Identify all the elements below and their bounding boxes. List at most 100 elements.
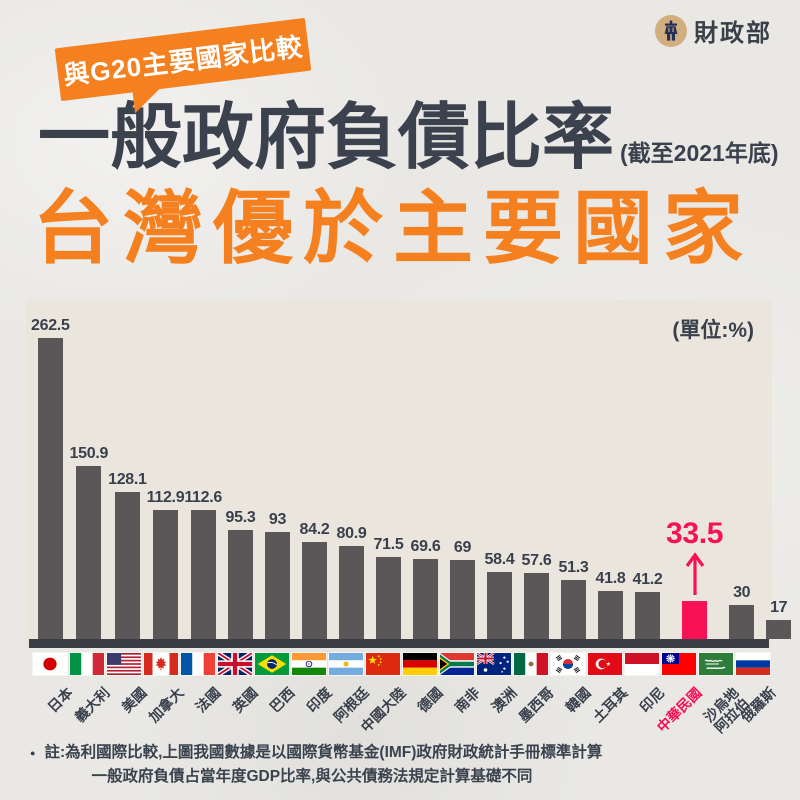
bar-group: 71.5	[370, 536, 407, 639]
bar-value-label: 57.6	[521, 552, 552, 569]
canada-flag-icon	[142, 652, 179, 676]
country-column: 印尼	[623, 652, 668, 762]
bar-value-label: 58.4	[484, 551, 515, 568]
country-column: 韓國	[549, 652, 594, 762]
bar-value-label: 17	[770, 599, 788, 616]
footnote-line2: 一般政府負債占當年度GDP比率,與公共債務法規定計算基礎不同	[91, 768, 533, 786]
country-column: 沙烏地 阿拉伯	[697, 652, 752, 762]
bar-value-label: 41.2	[632, 571, 663, 588]
bar-value-label: 93	[268, 511, 287, 528]
bar-value-label: 84.2	[299, 521, 330, 538]
countries-row: 日本 義大利 美國 加拿大 法國 英國 巴西 印度 阿根廷 中國大陸 德國 南非 澳洲 墨西哥 韓國 土耳其印…	[26, 651, 779, 762]
taiwan-bar	[682, 601, 708, 639]
bar-group: 51.3	[555, 559, 592, 639]
mexico-flag-icon	[512, 652, 549, 676]
bar	[37, 338, 63, 639]
org-name: 財政部	[694, 20, 772, 47]
russia-flag-icon	[734, 652, 771, 676]
bar	[338, 546, 364, 639]
country-column: 德國	[401, 652, 446, 762]
title-text: 一般政府負債比率	[38, 98, 615, 178]
bar-group: 30	[723, 584, 760, 639]
bar	[76, 466, 102, 639]
japan-flag-icon	[31, 652, 68, 676]
country-column: 印度	[290, 652, 335, 762]
bar	[634, 592, 660, 639]
bar	[486, 572, 512, 639]
bar-group: 112.6	[184, 489, 222, 639]
country-column: 美國	[105, 652, 150, 762]
x-axis-line	[29, 639, 769, 648]
indonesia-flag-icon	[623, 652, 660, 676]
bar-group: 17	[760, 599, 797, 639]
bar	[152, 510, 178, 639]
title-date-note: (截至2021年底)	[620, 139, 779, 166]
bar-group: 262.5	[31, 317, 70, 639]
country-column: 墨西哥	[512, 652, 557, 762]
brazil-flag-icon	[253, 652, 290, 676]
south-africa-flag-icon	[438, 652, 475, 676]
bars-row: 262.5 150.9 128.1 112.9 112.6 95.3 93 84.2 80.9 7…	[31, 317, 792, 639]
france-flag-icon	[179, 652, 216, 676]
south-korea-flag-icon	[549, 652, 586, 676]
bullet-icon: ●	[30, 748, 36, 758]
bar-value-label: 150.9	[69, 445, 109, 462]
subtitle: 台灣優於主要國家	[33, 184, 753, 273]
bar	[449, 560, 475, 639]
bar	[190, 510, 216, 639]
bar-group: 69.6	[407, 538, 444, 639]
bar-group: 80.9	[333, 525, 370, 639]
bar-group: 41.8	[592, 570, 629, 639]
italy-flag-icon	[68, 652, 105, 676]
badge-label: 與G20主要國家比較	[61, 31, 305, 91]
bar-group: 128.1	[108, 471, 147, 639]
saudi-arabia-flag-icon	[697, 652, 734, 676]
country-label: 俄羅斯	[737, 684, 779, 726]
country-column: 巴西	[253, 652, 298, 762]
country-column: 日本	[31, 652, 76, 762]
unit-label: (單位:%)	[672, 319, 754, 342]
country-column: 加拿大	[142, 652, 187, 762]
bar-value-label: 51.3	[558, 559, 589, 576]
bar-group: 84.2	[296, 521, 333, 639]
country-column: 中國大陸	[358, 652, 409, 762]
bar-group: 69	[444, 539, 481, 639]
country-column: 英國	[216, 651, 261, 762]
footnote-text: 註:為利國際比較,上圖我國數據是以國際貨幣基金(IMF)政府財政統計手冊標準計算…	[44, 741, 602, 789]
bar-value-label: 33.5	[665, 517, 724, 550]
country-column: 阿根廷	[327, 652, 372, 762]
bar-value-label: 112.6	[184, 489, 222, 506]
bar-group: 41.2	[629, 571, 666, 639]
ministry-of-finance-emblem-icon	[655, 14, 687, 47]
bar-group: 150.9	[69, 445, 109, 639]
china-flag-icon	[364, 652, 401, 676]
bar-value-label: 71.5	[373, 536, 404, 553]
bar-value-label: 95.3	[225, 509, 256, 526]
bar-value-label: 80.9	[336, 525, 367, 542]
uk-flag-icon	[216, 651, 253, 677]
bar	[729, 605, 755, 639]
bar-value-label: 30	[733, 584, 751, 601]
main-title: 一般政府負債比率 (截至2021年底)	[38, 98, 779, 178]
bar	[264, 532, 290, 639]
bar-value-label: 69.6	[410, 538, 441, 555]
bar	[597, 591, 623, 639]
country-column: 土耳其	[586, 652, 631, 762]
australia-flag-icon	[475, 652, 512, 676]
up-arrow-icon	[685, 552, 705, 596]
country-column: 法國	[179, 652, 224, 762]
bar	[560, 580, 586, 639]
bar-value-label: 262.5	[31, 317, 70, 334]
chart-panel: (單位:%) 262.5 150.9 128.1 112.9 112.6 95.3 93 84…	[26, 300, 792, 648]
footnote-line1: 註:為利國際比較,上圖我國數據是以國際貨幣基金(IMF)政府財政統計手冊標準計算	[44, 744, 603, 761]
country-column: 澳洲	[475, 652, 520, 762]
bar-group: 58.4	[481, 551, 518, 639]
bar	[114, 492, 140, 639]
bar	[227, 530, 253, 639]
india-flag-icon	[290, 652, 327, 676]
bar-group: 57.6	[518, 552, 555, 639]
badge-tail	[132, 84, 167, 114]
bar	[301, 542, 327, 639]
bar-value-label: 69	[453, 539, 472, 556]
comparison-badge: 與G20主要國家比較	[54, 17, 312, 114]
